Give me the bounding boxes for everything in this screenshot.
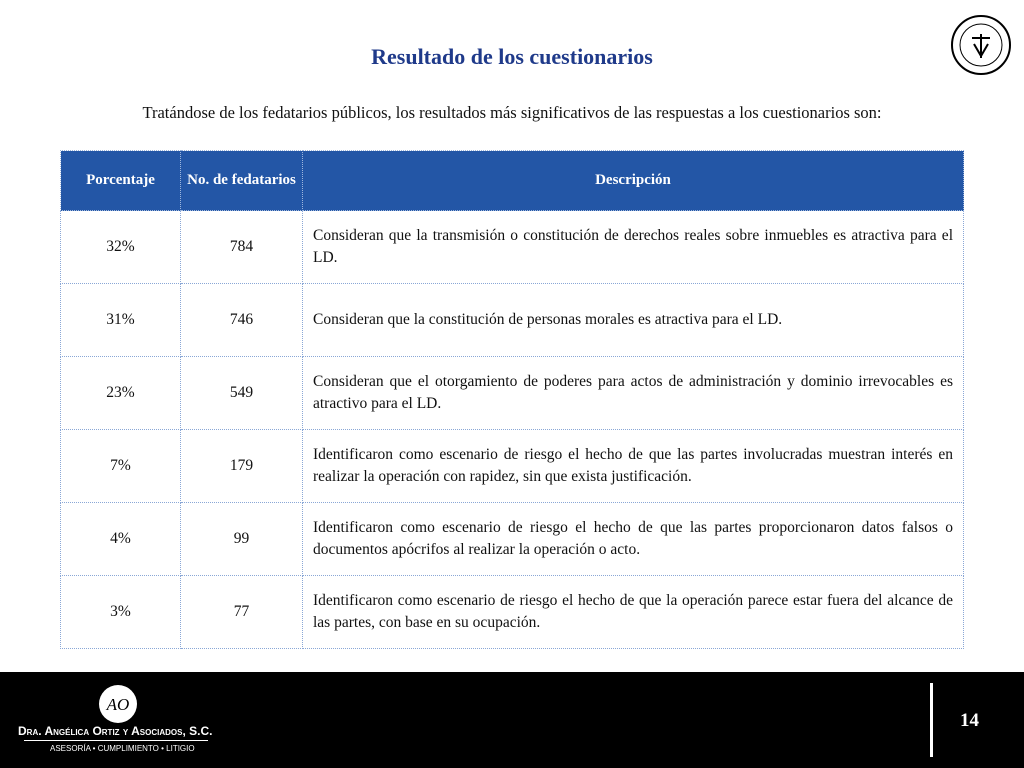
table-row: 32% 784 Consideran que la transmisión o co… [60,210,964,284]
logo-text: AO [106,695,130,714]
description-cell: Identificaron como escenario de riesgo e… [302,429,964,503]
intro-text: Tratándose de los fedatarios públicos, l… [142,103,882,122]
table-row: 7% 179 Identificaron como escenario de rie… [60,429,964,503]
description-cell: Consideran que la transmisión o constitu… [302,210,964,284]
description-cell: Identificaron como escenario de riesgo e… [302,575,964,649]
value-cell: 77 [180,575,303,649]
value-cell: 4% [60,502,181,576]
tagline: ASESORÍA • CUMPLIMIENTO • LITIGIO [50,744,195,753]
company-name: Dra. Angélica Ortiz y Asociados, S.C. [18,724,213,738]
table-body: 32% 784 Consideran que la transmisión o co… [60,210,964,649]
value-cell: 32% [60,210,181,284]
header-cell: Descripción [302,150,964,211]
description-cell: Consideran que la constitución de person… [302,283,964,357]
description-cell: Identificaron como escenario de riesgo e… [302,502,964,576]
header-cell: Porcentaje [60,150,181,211]
separator [930,683,933,757]
footer-logo: AO [99,685,137,723]
value-cell: 179 [180,429,303,503]
value-cell: 746 [180,283,303,357]
slide-title: Resultado de los cuestionarios [371,44,653,69]
header-cell: No. de fedatarios [180,150,303,211]
value-cell: 784 [180,210,303,284]
value-cell: 7% [60,429,181,503]
table-row: 4% 99 Identificaron como escenario de ries… [60,502,964,576]
footer: AO Dra. Angélica Ortiz y Asociados, S.C.… [0,672,1024,768]
divider [24,740,208,741]
value-cell: 31% [60,283,181,357]
results-table: Porcentaje No. de fedatarios Descripción… [60,150,964,649]
header-row: Porcentaje No. de fedatarios Descripción [60,150,964,211]
value-cell: 3% [60,575,181,649]
value-cell: 99 [180,502,303,576]
value-cell: 549 [180,356,303,430]
value-cell: 23% [60,356,181,430]
seal-logo [951,15,1011,75]
page-number: 14 [960,710,979,731]
table-row: 31% 746 Consideran que la constitución de … [60,283,964,357]
description-cell: Consideran que el otorgamiento de podere… [302,356,964,430]
table-row: 23% 549 Consideran que el otorgamiento de … [60,356,964,430]
table-row: 3% 77 Identificaron como escenario de ries… [60,575,964,649]
